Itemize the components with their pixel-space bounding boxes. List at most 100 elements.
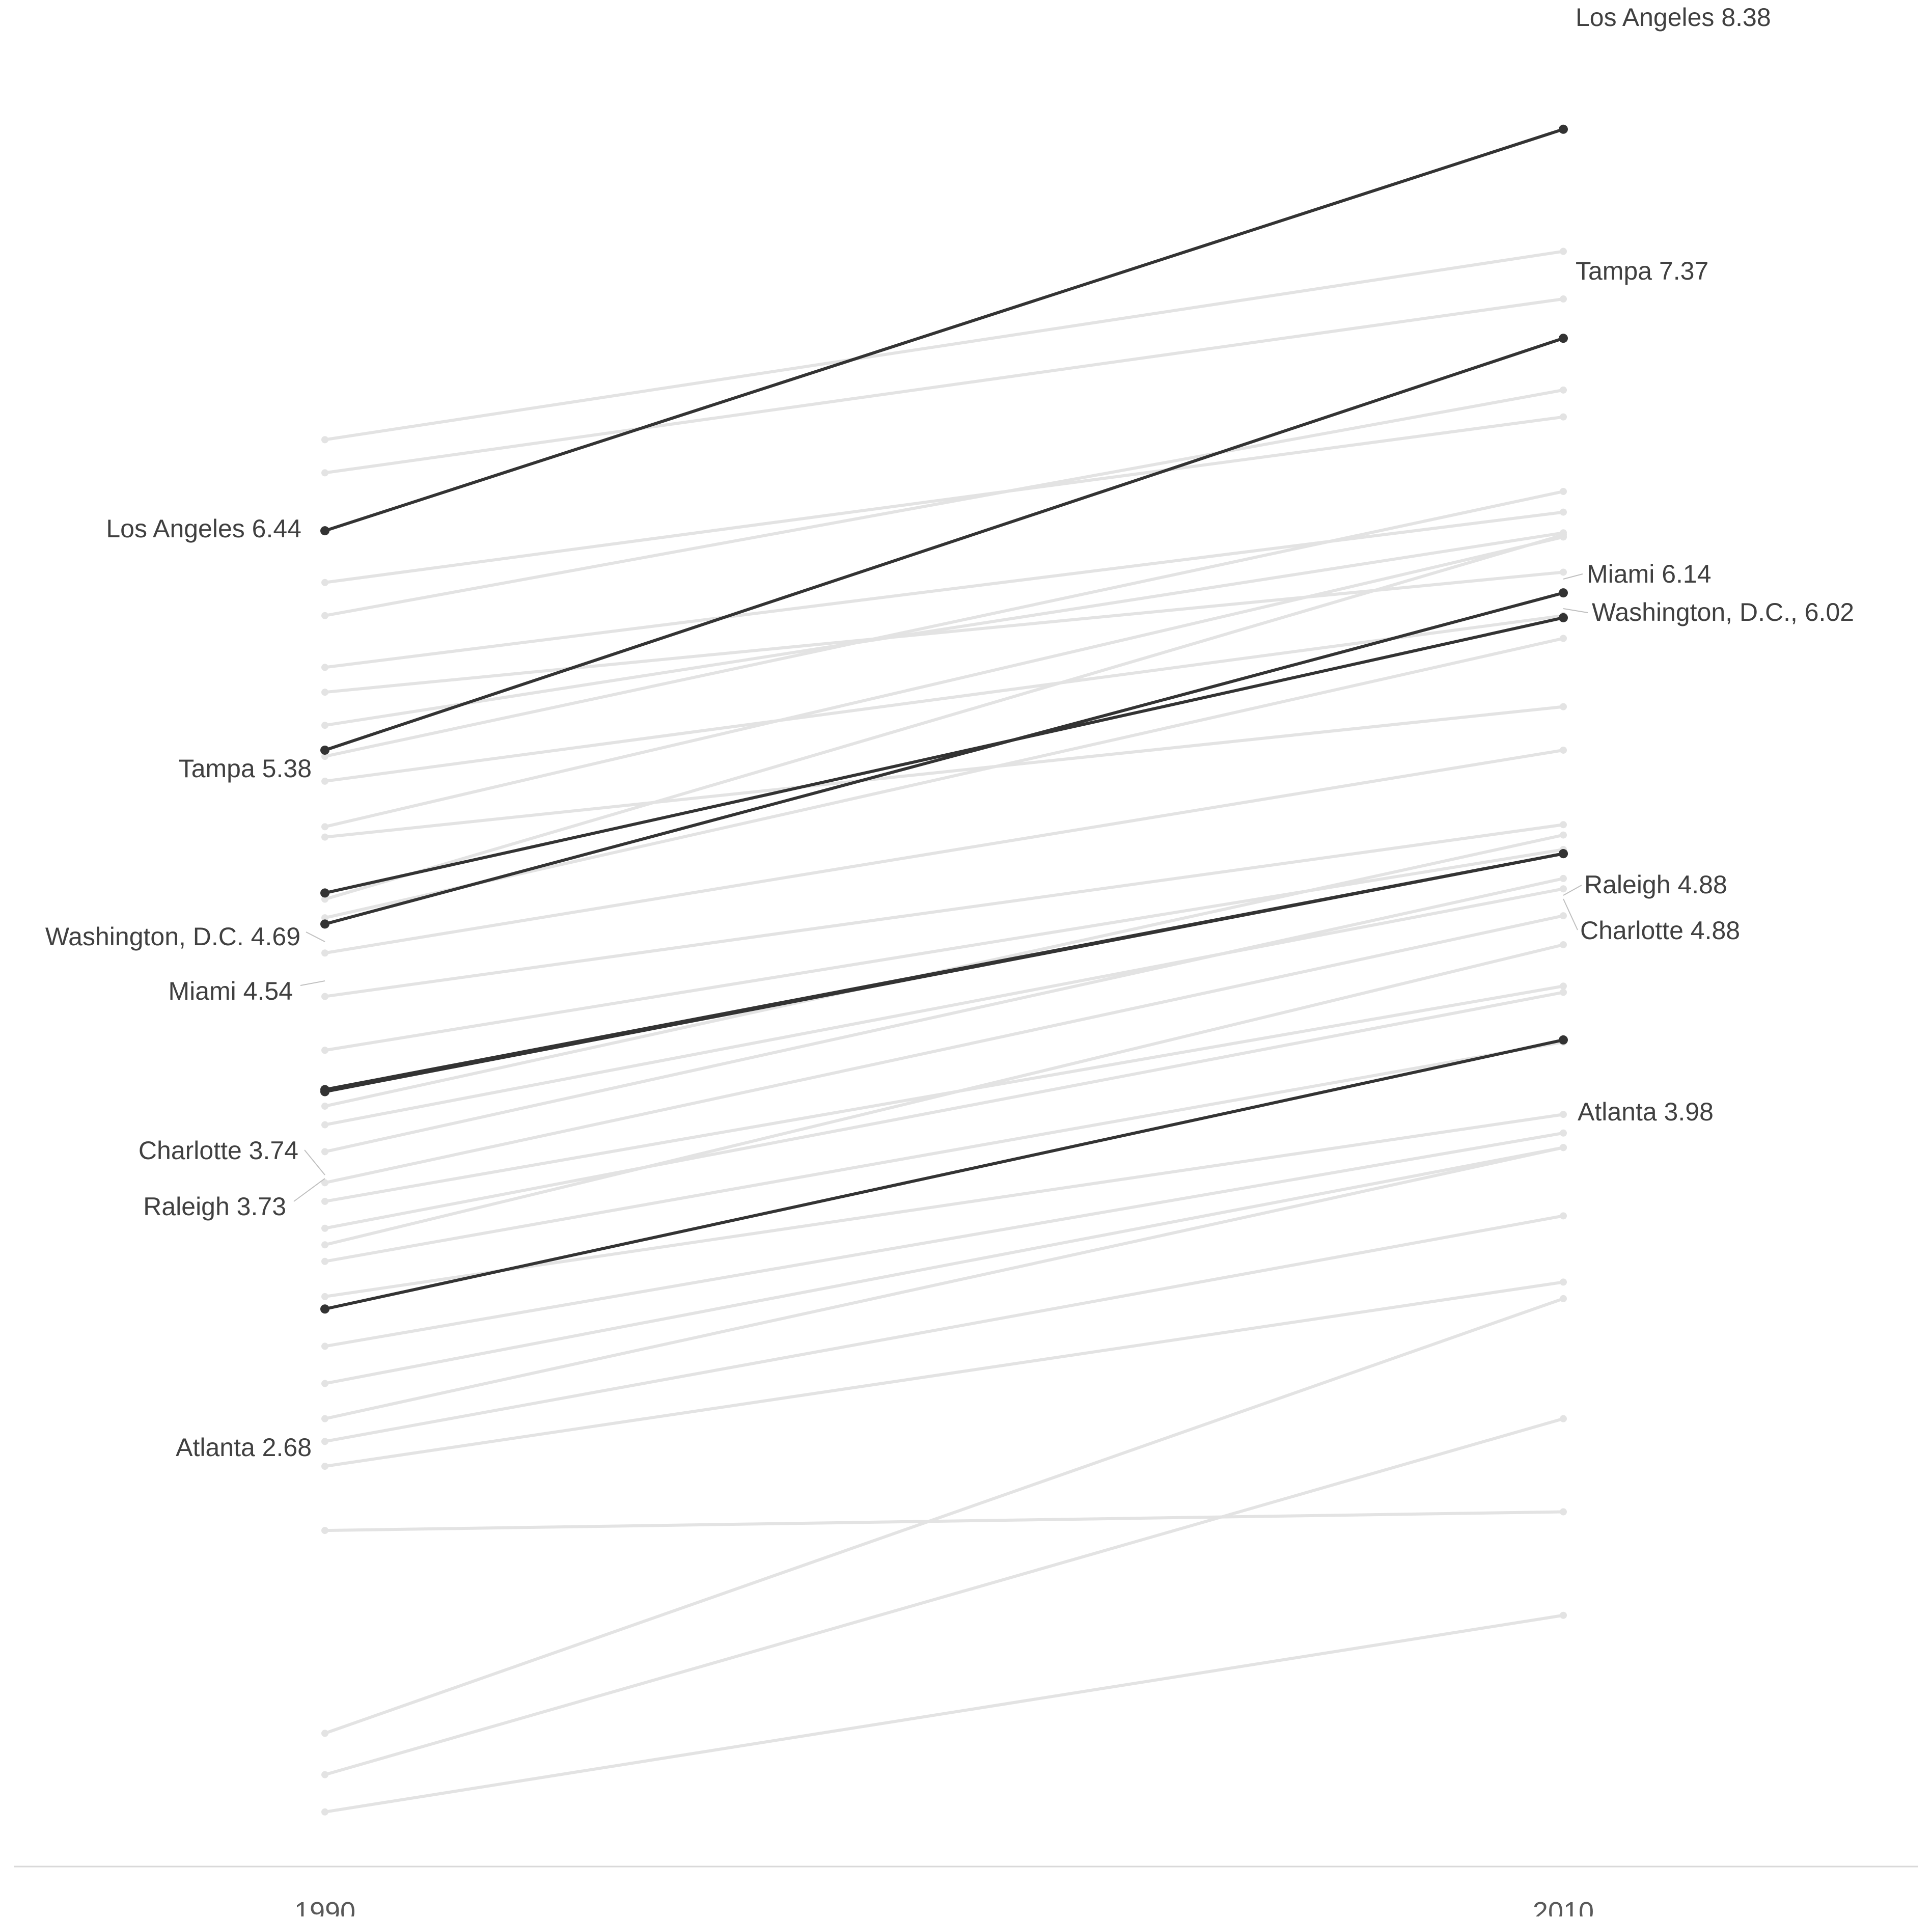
background-line-2: [324, 415, 1564, 584]
label-start-charlotte: Charlotte 3.74: [139, 1136, 298, 1165]
series-line-atlanta: [324, 1038, 1564, 1311]
background-point-end-32: [1560, 1415, 1567, 1422]
background-line-21: [324, 991, 1564, 1230]
background-line-23: [324, 1040, 1564, 1263]
series-line-washington-d-c: [324, 616, 1564, 895]
background-point-start-5: [321, 689, 328, 696]
label-end-washington-d-c: Washington, D.C., 6.02: [1592, 598, 1854, 626]
label-end-los-angeles: Los Angeles 8.38: [1576, 3, 1771, 32]
background-point-start-10: [321, 833, 328, 841]
background-point-start-16: [321, 1102, 328, 1110]
leader-line-end-charlotte: [1563, 898, 1578, 930]
background-point-end-19: [1560, 912, 1567, 920]
background-point-start-15: [321, 1047, 328, 1054]
label-start-atlanta: Atlanta 2.68: [176, 1433, 312, 1462]
label-start-washington-d-c: Washington, D.C. 4.69: [45, 922, 300, 951]
background-line-7: [324, 490, 1564, 758]
background-point-start-14: [321, 993, 328, 1000]
series-point-end-los-angeles: [1559, 124, 1568, 134]
background-line-17: [324, 887, 1564, 1127]
background-point-end-1: [1560, 295, 1567, 303]
background-point-end-4: [1560, 508, 1567, 516]
background-line-27: [324, 1146, 1564, 1420]
background-point-start-33: [321, 1808, 328, 1816]
background-point-end-16: [1560, 831, 1567, 839]
series-line-los-angeles: [324, 127, 1564, 533]
background-point-start-28: [321, 1438, 328, 1445]
background-point-end-2: [1560, 413, 1567, 421]
background-point-start-13: [321, 949, 328, 957]
series-point-start-miami: [320, 919, 329, 929]
background-point-end-3: [1560, 386, 1567, 394]
series-point-end-charlotte: [1559, 849, 1568, 859]
background-line-12: [324, 637, 1564, 920]
background-point-end-30: [1560, 1508, 1567, 1516]
series-point-start-charlotte: [320, 1085, 329, 1094]
background-line-14: [324, 823, 1564, 998]
background-point-end-31: [1560, 1295, 1567, 1302]
background-point-end-33: [1560, 1611, 1567, 1619]
background-line-4: [324, 510, 1564, 669]
background-point-start-8: [321, 777, 328, 785]
background-point-start-29: [321, 1463, 328, 1470]
series-point-end-tampa: [1559, 334, 1568, 343]
background-point-end-17: [1560, 885, 1567, 893]
background-point-end-20: [1560, 982, 1567, 990]
background-point-end-0: [1560, 248, 1567, 255]
background-point-start-25: [321, 1342, 328, 1350]
background-line-19: [324, 914, 1564, 1185]
background-point-start-2: [321, 579, 328, 586]
background-point-start-22: [321, 1241, 328, 1249]
background-point-end-21: [1560, 989, 1567, 996]
background-line-8: [324, 614, 1564, 783]
background-point-end-14: [1560, 821, 1567, 829]
background-line-33: [324, 1613, 1564, 1814]
label-end-charlotte: Charlotte 4.88: [1580, 916, 1740, 945]
leader-line-start-washington-d-c: [306, 931, 325, 942]
background-line-10: [324, 705, 1564, 839]
background-line-15: [324, 848, 1564, 1052]
background-point-start-32: [321, 1771, 328, 1778]
background-line-32: [324, 1417, 1564, 1776]
background-point-start-12: [321, 914, 328, 922]
background-line-25: [324, 1131, 1564, 1348]
x-tick-label-2010: 2010: [1533, 1897, 1594, 1916]
background-line-3: [324, 388, 1564, 617]
background-point-start-3: [321, 612, 328, 619]
background-point-start-17: [321, 1121, 328, 1129]
background-line-31: [324, 1297, 1564, 1735]
background-point-end-13: [1560, 746, 1567, 754]
background-point-start-11: [321, 895, 328, 903]
series-point-start-tampa: [320, 745, 329, 755]
series-line-miami: [324, 591, 1564, 926]
background-point-end-22: [1560, 941, 1567, 948]
background-point-end-11: [1560, 531, 1567, 539]
background-line-11: [324, 533, 1564, 901]
background-point-start-24: [321, 1293, 328, 1300]
background-line-28: [324, 1214, 1564, 1443]
background-point-end-27: [1560, 1144, 1567, 1152]
background-point-start-6: [321, 722, 328, 729]
background-line-26: [324, 1146, 1564, 1385]
background-point-end-5: [1560, 568, 1567, 576]
leader-line-end-washington-d-c: [1563, 608, 1588, 613]
background-point-start-19: [321, 1179, 328, 1187]
background-point-end-24: [1560, 1111, 1567, 1118]
leader-line-start-charlotte: [304, 1149, 325, 1175]
series-point-end-miami: [1559, 588, 1568, 598]
background-point-start-18: [321, 1148, 328, 1156]
background-point-start-0: [321, 436, 328, 444]
series-point-start-washington-d-c: [320, 888, 329, 898]
leader-line-end-raleigh: [1563, 885, 1582, 896]
background-line-30: [324, 1510, 1564, 1532]
x-axis: 1990 2010: [14, 1866, 1918, 1919]
series-point-end-atlanta: [1559, 1035, 1568, 1045]
series-line-tampa: [324, 337, 1564, 752]
background-point-start-20: [321, 1197, 328, 1205]
leader-line-end-miami: [1563, 573, 1583, 580]
background-point-end-7: [1560, 487, 1567, 495]
background-line-29: [324, 1280, 1564, 1468]
background-point-end-25: [1560, 1129, 1567, 1137]
background-point-start-26: [321, 1380, 328, 1387]
